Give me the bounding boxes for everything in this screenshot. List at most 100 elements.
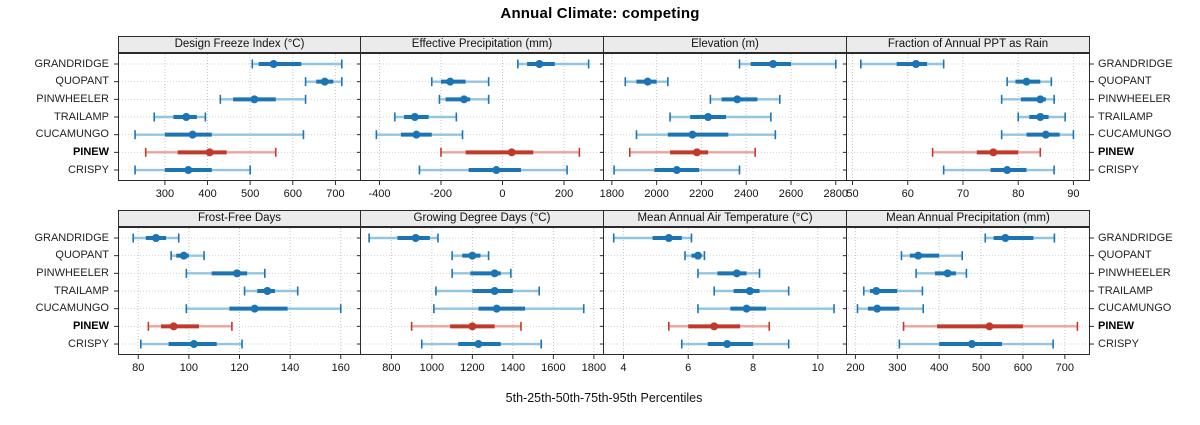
tick-label: 140 xyxy=(281,362,299,374)
percentile-row-pinew xyxy=(144,147,277,157)
site-labels-right: GRANDRIDGE QUOPANT PINWHEELER TRAILAMP CUCAM… xyxy=(1094,53,1200,181)
site-label-quopant: QUOPANT xyxy=(55,249,109,262)
site-label-trailamp: TRAILAMP xyxy=(1098,284,1154,297)
percentile-row-crispy xyxy=(898,339,1054,349)
median-dot xyxy=(468,251,477,260)
median-dot xyxy=(1001,234,1010,242)
percentile-row-cucamungo xyxy=(697,304,835,314)
percentile-row-grandridge xyxy=(860,59,945,69)
percentile-row-trailamp xyxy=(394,112,458,122)
percentile-row-crispy xyxy=(139,339,243,349)
tick-label: 60 xyxy=(902,188,914,200)
panel-strip: Growing Degree Days (°C) xyxy=(361,210,604,227)
panel-elevation-m: Elevation (m) 1800 2000 2200 2400 2600 2800 xyxy=(600,36,848,205)
x-axis: 50 60 70 80 90 xyxy=(846,181,1080,200)
tick-label: 1600 xyxy=(541,362,565,374)
percentile-row-grandridge xyxy=(251,59,343,69)
site-label-quopant: QUOPANT xyxy=(55,75,109,88)
panel-effective-precipitation-mm: Effective Precipitation (mm) -400 -200 0 200 xyxy=(357,36,604,205)
site-label-pinew: PINEW xyxy=(72,145,109,158)
percentile-row-grandridge xyxy=(738,59,837,69)
median-dot xyxy=(250,95,259,104)
site-label-pinew: PINEW xyxy=(1098,319,1135,332)
panel-frost-free-days: Frost-Free Days 80 100 120 140 160 xyxy=(114,210,361,379)
median-dot xyxy=(1022,77,1031,86)
panel-border xyxy=(118,227,361,355)
tick-label: 600 xyxy=(1014,362,1032,374)
percentile-row-pinwheeler xyxy=(219,94,307,104)
median-dot xyxy=(692,148,701,157)
x-axis: 4 6 8 10 xyxy=(620,355,824,374)
tick-label: 8 xyxy=(750,362,756,374)
strip-title: Mean Annual Precipitation (mm) xyxy=(886,212,1050,224)
tick-label: 1400 xyxy=(501,362,525,374)
tick-label: 70 xyxy=(957,188,969,200)
percentile-row-cucamungo xyxy=(433,304,585,314)
percentile-row-trailamp xyxy=(862,286,924,296)
percentile-row-grandridge xyxy=(612,233,693,243)
tick-label: -400 xyxy=(368,188,390,200)
tick-label: 600 xyxy=(284,188,302,200)
percentile-row-pinew xyxy=(668,321,771,331)
tick-label: 700 xyxy=(326,188,344,200)
median-dot xyxy=(320,77,329,86)
median-dot xyxy=(912,60,921,68)
percentile-row-trailamp xyxy=(713,286,790,296)
percentile-row-pinew xyxy=(931,147,1042,157)
median-dot xyxy=(723,340,732,349)
median-dot xyxy=(967,340,976,349)
median-dot xyxy=(151,234,160,242)
percentile-row-quopant xyxy=(170,251,205,261)
plot-area xyxy=(843,53,1094,181)
median-dot xyxy=(263,287,272,296)
strip-title: Effective Precipitation (mm) xyxy=(411,38,553,50)
x-axis: 800 1000 1200 1400 1600 1800 xyxy=(382,355,606,374)
panel-strip: Design Freeze Index (°C) xyxy=(118,36,361,53)
tick-label: -200 xyxy=(430,188,452,200)
site-label-crispy: CRISPY xyxy=(68,163,109,176)
percentile-row-quopant xyxy=(624,77,669,87)
percentile-row-crispy xyxy=(680,339,790,349)
median-dot xyxy=(745,287,754,296)
percentile-row-trailamp xyxy=(243,286,299,296)
strip-title: Elevation (m) xyxy=(691,38,759,50)
percentile-row-grandridge xyxy=(984,233,1056,243)
percentile-row-pinwheeler xyxy=(697,268,761,278)
tick-label: 10 xyxy=(812,362,824,374)
median-dot xyxy=(664,234,673,242)
tick-label: 400 xyxy=(198,188,216,200)
tick-label: 1200 xyxy=(460,362,484,374)
tick-label: 200 xyxy=(846,362,864,374)
tick-label: 1800 xyxy=(600,188,624,200)
tick-label: 500 xyxy=(241,188,259,200)
tick-label: 200 xyxy=(555,188,573,200)
panel-border xyxy=(847,227,1090,355)
site-label-pinew: PINEW xyxy=(1098,145,1135,158)
percentile-row-crispy xyxy=(418,165,568,175)
percentile-row-crispy xyxy=(613,165,741,175)
tick-label: 400 xyxy=(930,362,948,374)
strip-title: Frost-Free Days xyxy=(197,212,282,224)
panel-strip: Mean Annual Precipitation (mm) xyxy=(847,210,1090,227)
percentile-row-pinwheeler xyxy=(915,268,968,278)
site-label-grandridge: GRANDRIDGE xyxy=(34,57,109,70)
median-dot xyxy=(468,322,477,331)
x-axis: 80 100 120 140 160 xyxy=(132,355,350,374)
median-dot xyxy=(535,60,544,68)
median-dot xyxy=(643,77,652,86)
site-labels-right: GRANDRIDGE QUOPANT PINWHEELER TRAILAMP CUCAM… xyxy=(1094,227,1200,355)
tick-label: 0 xyxy=(499,188,505,200)
median-dot xyxy=(872,287,881,296)
panel-row-top: GRANDRIDGE QUOPANT PINWHEELER TRAILAMP CUCAM… xyxy=(0,36,1200,206)
percentile-row-grandridge xyxy=(517,59,590,69)
tick-label: 2400 xyxy=(734,188,758,200)
median-dot xyxy=(410,113,419,122)
median-dot xyxy=(693,251,702,260)
percentile-row-pinwheeler xyxy=(185,268,266,278)
panels-bottom: Frost-Free Days 80 100 120 140 160 Growing Deg… xyxy=(114,210,1094,380)
tick-label: 120 xyxy=(230,362,248,374)
site-labels-left: GRANDRIDGE QUOPANT PINWHEELER TRAILAMP CUCAM… xyxy=(0,53,113,181)
panel-strip: Frost-Free Days xyxy=(118,210,361,227)
percentile-row-cucamungo xyxy=(1000,130,1075,140)
